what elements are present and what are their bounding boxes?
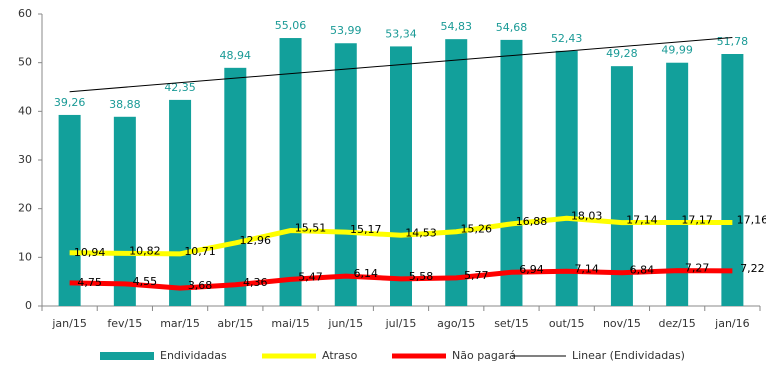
line-value-label: 17,17	[681, 213, 713, 226]
bar	[334, 43, 357, 307]
y-tick-label: 40	[18, 104, 32, 117]
line-value-label: 14,53	[405, 226, 437, 239]
bar	[390, 46, 412, 307]
line-value-label: 10,71	[184, 245, 216, 258]
trend-line	[69, 37, 733, 93]
line-value-label: 10,82	[129, 244, 161, 257]
bar-value-label: 38,88	[109, 98, 141, 111]
legend-label: Atraso	[322, 349, 358, 362]
line-value-label: 4,55	[133, 275, 158, 288]
line-value-label: 18,03	[571, 209, 603, 222]
bar-value-label: 49,99	[661, 44, 693, 57]
line-value-label: 15,51	[295, 222, 327, 235]
x-tick-label: out/15	[549, 317, 585, 330]
bar	[445, 39, 468, 306]
legend-label: Não pagará	[452, 349, 516, 362]
bar-value-label: 49,28	[606, 47, 638, 60]
bar	[279, 38, 302, 307]
line-value-label: 15,26	[460, 223, 492, 236]
line-value-label: 7,27	[685, 262, 710, 275]
line	[69, 268, 733, 291]
bar	[113, 116, 136, 306]
y-tick-label: 20	[18, 202, 32, 215]
line-value-label: 6,94	[519, 263, 544, 276]
line-value-label: 12,96	[240, 234, 272, 247]
x-tick-label: dez/15	[659, 317, 696, 330]
line-value-label: 6,84	[630, 264, 655, 277]
bar	[721, 54, 744, 307]
bar-value-label: 53,99	[330, 24, 362, 37]
bar-value-label: 51,78	[717, 35, 749, 48]
line-value-label: 6,14	[354, 267, 379, 280]
line-value-label: 17,14	[626, 214, 658, 227]
y-tick-label: 10	[18, 250, 32, 263]
line-value-label: 7,22	[740, 262, 765, 275]
bar-value-label: 54,83	[440, 20, 472, 33]
line-value-label: 15,17	[350, 223, 382, 236]
x-tick-label: set/15	[494, 317, 529, 330]
legend-label: Endividadas	[160, 349, 227, 362]
bar-value-label: 53,34	[385, 27, 417, 40]
y-tick-label: 60	[18, 7, 32, 20]
bar	[169, 99, 192, 306]
x-tick-label: mai/15	[271, 317, 309, 330]
line-value-label: 10,94	[74, 246, 106, 259]
x-tick-label: mar/15	[160, 317, 200, 330]
x-tick-label: ago/15	[437, 317, 475, 330]
line-value-label: 7,14	[574, 262, 599, 275]
line-value-label: 5,77	[464, 269, 489, 282]
line-value-label: 5,58	[409, 270, 434, 283]
x-tick-label: jan/15	[51, 317, 86, 330]
bar	[500, 39, 523, 307]
y-tick-label: 30	[18, 153, 32, 166]
bar	[58, 114, 81, 307]
line-value-label: 5,47	[298, 270, 323, 283]
bar-value-label: 55,06	[275, 19, 307, 32]
line-value-label: 17,16	[737, 213, 766, 226]
line-value-label: 4,75	[77, 276, 102, 289]
x-tick-label: jun/15	[327, 317, 363, 330]
line-value-label: 16,88	[516, 215, 548, 228]
x-tick-label: abr/15	[217, 317, 253, 330]
line-value-label: 3,68	[188, 279, 213, 292]
x-tick-label: nov/15	[603, 317, 641, 330]
bar	[224, 67, 247, 306]
y-tick-label: 0	[25, 299, 32, 312]
x-tick-label: fev/15	[107, 317, 142, 330]
bar-value-label: 42,35	[164, 81, 196, 94]
bar	[555, 50, 578, 306]
bar	[666, 62, 689, 306]
line-value-label: 4,36	[243, 276, 268, 289]
x-tick-label: jan/16	[714, 317, 749, 330]
line	[69, 215, 733, 257]
bar-value-label: 48,94	[220, 49, 252, 62]
legend-swatch	[100, 352, 154, 360]
bar	[610, 66, 633, 306]
bar-value-label: 39,26	[54, 96, 86, 109]
y-tick-label: 50	[18, 56, 32, 69]
x-tick-label: jul/15	[385, 317, 417, 330]
bar-value-label: 52,43	[551, 32, 583, 45]
bar-value-label: 54,68	[496, 21, 528, 34]
legend-label: Linear (Endividadas)	[572, 349, 685, 362]
